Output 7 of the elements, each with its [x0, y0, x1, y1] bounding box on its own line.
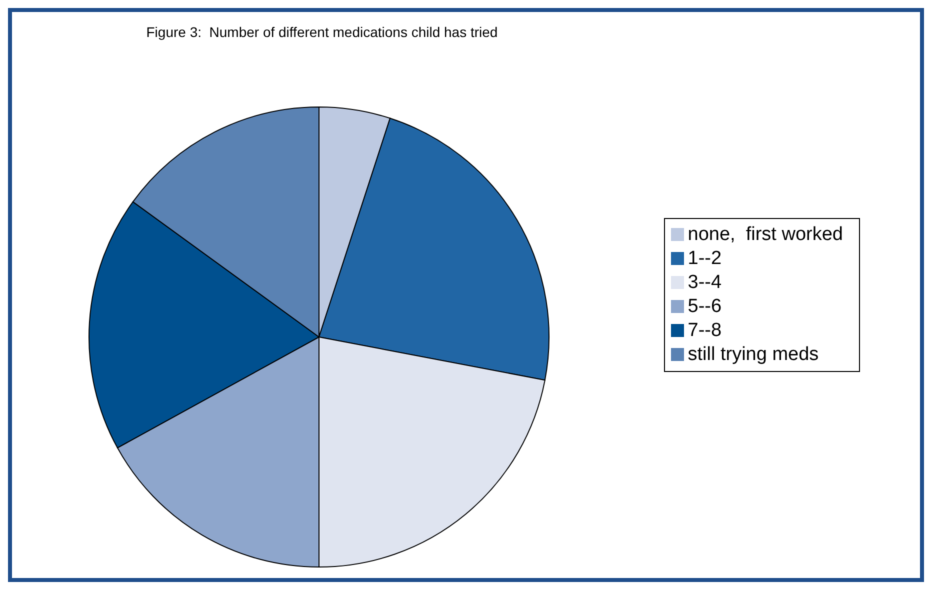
legend-label: 7--8: [688, 320, 722, 341]
legend-label: 3--4: [688, 272, 722, 293]
legend-label: 5--6: [688, 296, 722, 317]
legend-label: 1--2: [688, 248, 722, 269]
legend-label: none, first worked: [688, 224, 843, 245]
legend-label: still trying meds: [688, 344, 819, 365]
chart-title: Figure 3: Number of different medications child has tried: [145, 24, 499, 40]
